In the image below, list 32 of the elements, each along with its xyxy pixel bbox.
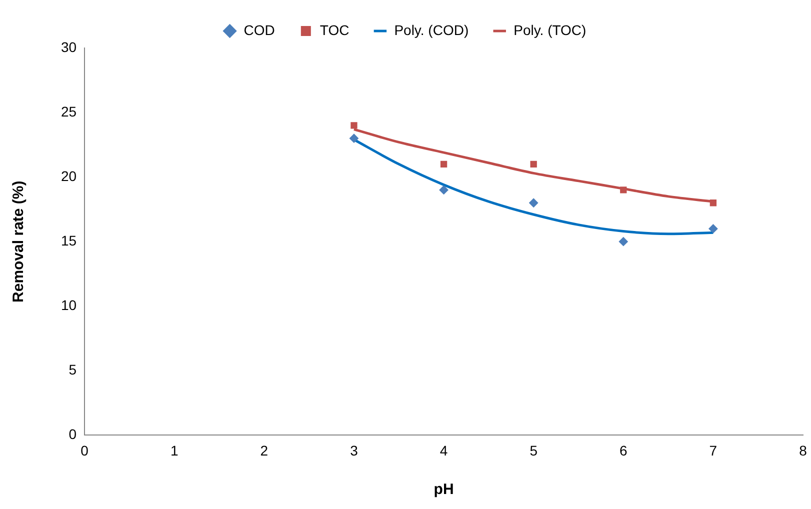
x-tick-label: 1 (170, 442, 178, 458)
y-tick-label: 10 (60, 296, 77, 313)
point (530, 160, 537, 168)
x-tick-label: 7 (709, 442, 718, 458)
x-tick-label: 0 (80, 442, 89, 458)
point (710, 200, 717, 206)
point (349, 134, 358, 143)
point (440, 160, 448, 168)
x-tick-label: 6 (619, 442, 628, 458)
legend-label: Poly. (COD) (394, 22, 469, 38)
x-tick-label: 8 (799, 442, 808, 458)
y-tick-label: 5 (68, 362, 77, 378)
point (350, 122, 358, 129)
point (618, 237, 628, 246)
point (529, 198, 538, 208)
legend-label: COD (244, 22, 275, 38)
y-tick-label: 30 (60, 38, 77, 55)
point (439, 185, 448, 194)
legend-label: Poly. (TOC) (514, 22, 586, 38)
x-axis-title: pH (434, 481, 454, 498)
x-tick-label: 5 (530, 442, 538, 458)
point (620, 186, 627, 194)
x-tick-label: 2 (260, 442, 268, 458)
x-tick-label: 4 (440, 442, 448, 458)
x-tick-label: 3 (350, 442, 358, 458)
y-tick-label: 20 (60, 168, 77, 184)
y-tick-label: 15 (60, 232, 77, 248)
y-tick-label: 0 (68, 426, 77, 442)
legend-label: TOC (320, 22, 350, 38)
y-axis-title: Removal rate (%) (10, 180, 28, 302)
point (708, 224, 718, 234)
y-tick-label: 25 (60, 103, 77, 120)
